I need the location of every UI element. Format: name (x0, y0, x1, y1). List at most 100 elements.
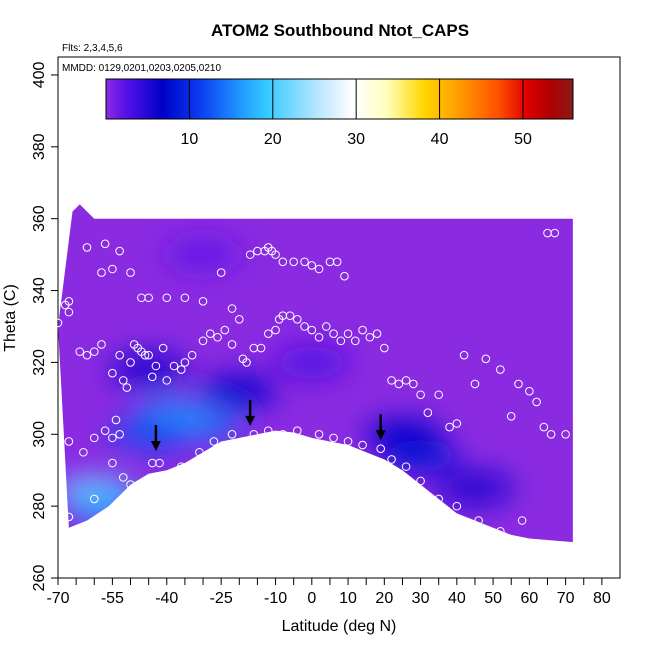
field-blob (273, 346, 350, 379)
data-point (332, 257, 342, 267)
data-point (387, 455, 396, 464)
y-tick-label: 400 (31, 62, 48, 89)
data-point (151, 361, 161, 371)
colorbar (105, 78, 574, 120)
data-point (394, 379, 404, 389)
data-point (97, 268, 106, 277)
data-point (256, 343, 266, 353)
data-point (278, 429, 288, 439)
y-tick-label: 280 (31, 493, 48, 520)
x-tick-label: -40 (155, 590, 178, 607)
flights-annotation: Flts: 2,3,4,5,6 (62, 43, 123, 54)
data-point (249, 429, 259, 439)
data-point (108, 433, 117, 443)
x-axis-label: Latitude (deg N) (282, 618, 397, 635)
data-point (64, 512, 74, 522)
data-point (514, 379, 523, 389)
data-point (278, 257, 288, 267)
data-point (82, 350, 92, 360)
data-point (176, 462, 186, 471)
y-tick-label: 260 (31, 565, 48, 592)
data-point (434, 390, 444, 400)
data-point (343, 437, 353, 446)
field-blob (110, 353, 187, 386)
x-tick-label: 70 (557, 590, 575, 607)
data-point (64, 297, 74, 306)
data-point (245, 250, 255, 259)
data-point (474, 516, 483, 525)
y-axis: 260 280 300 320 340 360 380 400 (31, 62, 58, 592)
data-point (213, 332, 222, 342)
data-point (108, 458, 117, 468)
data-point (155, 458, 164, 468)
data-point (445, 422, 454, 432)
data-point (126, 268, 135, 277)
data-point (180, 293, 190, 303)
chart-title: ATOM2 Southbound Ntot_CAPS (211, 21, 469, 40)
data-point (144, 293, 153, 303)
field-blob (110, 418, 187, 451)
data-point (329, 433, 338, 443)
data-point (293, 314, 302, 324)
data-point (147, 372, 157, 382)
colorbar-tick-label: 40 (431, 131, 449, 148)
colorbar-tick-label: 10 (180, 131, 198, 148)
x-tick-label: 20 (375, 590, 393, 607)
data-point (242, 358, 251, 367)
data-point (423, 408, 433, 418)
data-point (307, 325, 317, 335)
data-point (89, 494, 99, 504)
data-point (227, 304, 237, 313)
data-point (376, 444, 385, 453)
data-point (126, 480, 135, 489)
data-point (162, 293, 172, 303)
x-tick-label: -10 (264, 590, 287, 607)
x-tick-label: -70 (46, 590, 69, 607)
data-point (434, 494, 444, 504)
data-point (300, 322, 309, 331)
data-point (289, 257, 298, 267)
data-point (220, 325, 230, 335)
arrow-head (375, 430, 386, 441)
data-point (216, 268, 226, 277)
data-point (452, 501, 462, 511)
data-point (209, 437, 219, 446)
point-layer (53, 228, 570, 540)
arrow-head (245, 415, 256, 426)
data-point (532, 397, 541, 407)
data-point (496, 365, 505, 374)
x-tick-label: 60 (520, 590, 538, 607)
data-point (380, 343, 389, 353)
x-tick-label: 40 (448, 590, 466, 607)
data-point (198, 336, 208, 346)
arrow-layer (150, 399, 386, 452)
y-tick-label: 320 (31, 349, 48, 376)
x-tick-label: 30 (412, 590, 430, 607)
data-point (496, 526, 505, 536)
data-point (169, 361, 179, 371)
data-point (89, 347, 99, 356)
data-point (263, 426, 273, 435)
colorbar-tick-label: 50 (514, 131, 532, 148)
data-point (343, 329, 353, 338)
x-tick-label: 10 (339, 590, 357, 607)
data-point (64, 307, 74, 317)
x-tick-label: 80 (593, 590, 611, 607)
colorbar-tick-label: 30 (347, 131, 365, 148)
data-point (118, 473, 128, 482)
field-blobs (58, 238, 513, 523)
data-point (452, 419, 462, 428)
dates-annotation: MMDD: 0129,0201,0203,0205,0210 (62, 63, 221, 74)
data-point (187, 350, 197, 360)
data-point (539, 422, 549, 432)
data-point (314, 264, 324, 274)
data-point (115, 350, 124, 360)
arrow-head (150, 441, 161, 452)
data-point (118, 376, 128, 385)
data-point (293, 426, 302, 435)
data-point (100, 426, 110, 435)
data-point (133, 494, 143, 504)
data-point (126, 358, 135, 367)
data-point (89, 433, 99, 443)
